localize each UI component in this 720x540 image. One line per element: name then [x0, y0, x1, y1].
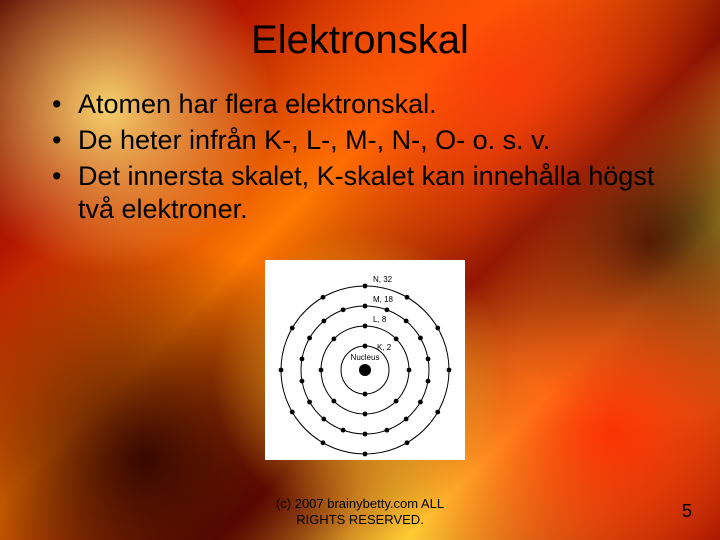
electron-shell-diagram: K, 2 L, 8 M, 18 N, 32 Nucleus	[265, 260, 465, 460]
slide-title: Elektronskal	[0, 18, 720, 63]
slide: Elektronskal Atomen har flera elektronsk…	[0, 0, 720, 540]
bullet-list: Atomen har flera elektronskal. De heter …	[50, 88, 680, 229]
svg-text:K, 2: K, 2	[377, 343, 392, 352]
page-number: 5	[682, 501, 692, 522]
bullet-item: Det innersta skalet, K-skalet kan innehå…	[50, 160, 680, 228]
bullet-item: De heter infrån K-, L-, M-, N-, O- o. s.…	[50, 124, 680, 158]
svg-text:M, 18: M, 18	[373, 295, 394, 304]
svg-text:Nucleus: Nucleus	[351, 353, 380, 362]
footer-copyright: (c) 2007 brainybetty.com ALL RIGHTS RESE…	[0, 496, 720, 529]
footer-line-1: (c) 2007 brainybetty.com ALL	[276, 496, 444, 511]
footer-line-2: RIGHTS RESERVED.	[296, 512, 424, 527]
svg-text:L, 8: L, 8	[373, 315, 387, 324]
svg-text:N, 32: N, 32	[373, 275, 393, 284]
bullet-item: Atomen har flera elektronskal.	[50, 88, 680, 122]
